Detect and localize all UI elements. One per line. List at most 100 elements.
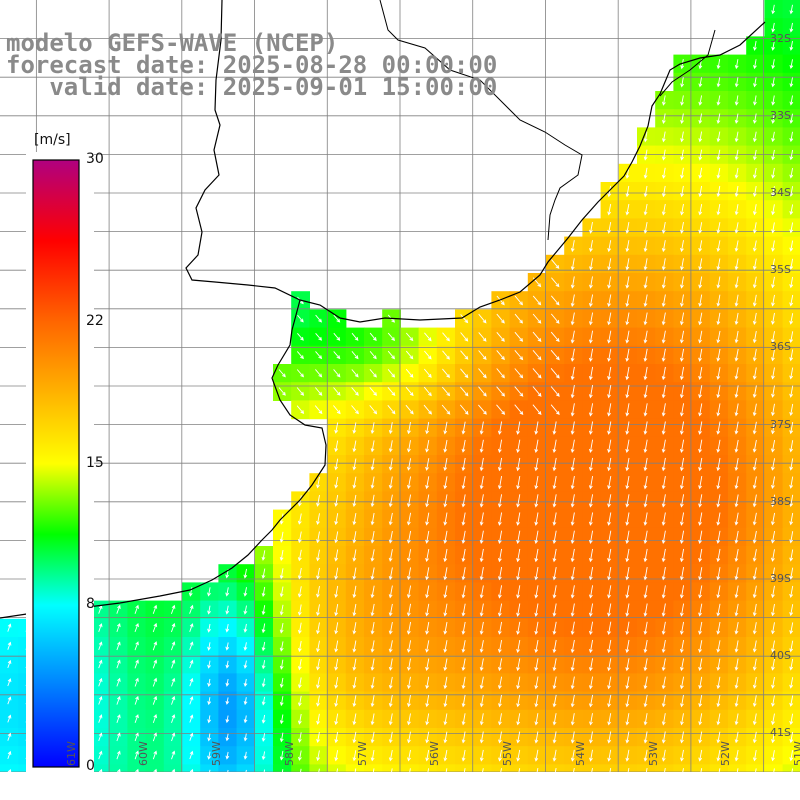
wind-arrow xyxy=(643,185,648,198)
wind-arrow xyxy=(734,95,739,106)
wind-arrow xyxy=(351,387,359,396)
field-cell xyxy=(273,764,292,772)
wind-arrow xyxy=(516,694,521,708)
wind-arrow xyxy=(752,750,757,762)
wind-arrow xyxy=(789,713,794,726)
wind-arrow xyxy=(316,549,320,562)
wind-arrow xyxy=(296,387,305,396)
wind-arrow xyxy=(261,641,266,652)
wind-arrow xyxy=(171,677,176,687)
wind-arrow xyxy=(534,658,539,672)
wind-arrow xyxy=(789,640,794,653)
wind-arrow xyxy=(661,348,666,362)
wind-arrow xyxy=(334,513,339,526)
wind-arrow xyxy=(461,548,466,563)
wind-arrow xyxy=(716,749,721,762)
wind-arrow xyxy=(370,603,375,617)
wind-arrow xyxy=(534,421,539,435)
wind-arrow xyxy=(607,585,612,599)
wind-arrow xyxy=(789,149,794,161)
wind-arrow xyxy=(643,621,648,635)
wind-arrow xyxy=(771,131,776,143)
wind-arrow xyxy=(752,421,757,435)
wind-arrow xyxy=(116,750,121,760)
wind-arrow xyxy=(607,258,612,271)
wind-arrow xyxy=(552,639,557,654)
wind-arrow xyxy=(734,695,739,708)
wind-arrow xyxy=(498,731,502,744)
wind-arrow xyxy=(698,312,703,326)
wind-arrow xyxy=(588,348,594,362)
field-cell xyxy=(546,764,565,772)
longitude-label: 54W xyxy=(573,741,587,766)
wind-arrow xyxy=(425,530,430,544)
wind-arrow xyxy=(550,386,560,397)
wind-arrow xyxy=(625,203,630,216)
wind-arrow xyxy=(552,713,557,726)
wind-arrow xyxy=(698,348,703,362)
wind-arrow xyxy=(479,457,484,472)
wind-arrow xyxy=(153,768,157,772)
wind-arrow xyxy=(152,641,158,651)
wind-arrow xyxy=(207,642,211,651)
wind-arrow xyxy=(134,695,139,705)
wind-arrow xyxy=(443,458,448,472)
wind-arrow xyxy=(497,530,503,545)
wind-arrow xyxy=(625,258,630,271)
wind-arrow xyxy=(443,530,448,544)
wind-arrow xyxy=(716,603,721,617)
wind-arrow xyxy=(682,768,684,772)
wind-arrow xyxy=(516,567,521,581)
field-cell xyxy=(746,764,765,772)
wind-arrow xyxy=(588,330,594,344)
wind-arrow xyxy=(388,422,393,435)
wind-arrow xyxy=(789,131,794,143)
wind-arrow xyxy=(370,512,375,526)
wind-arrow xyxy=(698,421,703,435)
wind-arrow xyxy=(352,658,357,671)
longitude-label: 56W xyxy=(428,741,442,766)
wind-arrow xyxy=(425,549,430,563)
wind-arrow xyxy=(369,369,377,378)
wind-arrow xyxy=(497,548,503,563)
wind-arrow xyxy=(716,185,721,198)
wind-arrow xyxy=(334,640,339,653)
wind-arrow xyxy=(461,731,466,744)
wind-arrow xyxy=(134,714,139,723)
wind-arrow xyxy=(627,768,630,772)
field-cell xyxy=(455,764,474,772)
wind-arrow xyxy=(479,713,484,726)
wind-arrow xyxy=(261,714,266,724)
wind-arrow xyxy=(734,603,739,617)
wind-arrow xyxy=(261,678,266,688)
wind-arrow xyxy=(209,769,211,772)
wind-arrow xyxy=(752,549,757,562)
wind-arrow xyxy=(425,440,430,453)
wind-arrow xyxy=(7,732,12,741)
wind-arrow xyxy=(643,258,648,271)
wind-arrow xyxy=(661,749,666,762)
wind-arrow xyxy=(771,113,776,124)
wind-arrow xyxy=(297,549,302,562)
wind-arrow xyxy=(534,585,539,599)
wind-arrow xyxy=(243,642,248,651)
wind-arrow xyxy=(279,677,284,689)
wind-arrow xyxy=(333,405,341,415)
wind-arrow xyxy=(98,695,103,705)
wind-arrow xyxy=(716,530,721,544)
wind-arrow xyxy=(789,313,794,325)
wind-arrow xyxy=(643,439,648,454)
wind-arrow xyxy=(425,421,430,435)
field-cell xyxy=(782,764,800,772)
wind-arrow xyxy=(698,185,703,198)
wind-arrow xyxy=(534,567,539,581)
wind-arrow xyxy=(661,330,666,344)
wind-arrow xyxy=(245,769,247,772)
longitude-label: 61W xyxy=(64,741,78,766)
wind-arrow xyxy=(770,440,776,453)
wind-arrow xyxy=(771,41,776,51)
wind-arrow xyxy=(680,713,684,726)
wind-arrow xyxy=(406,621,412,635)
wind-arrow xyxy=(316,531,320,544)
